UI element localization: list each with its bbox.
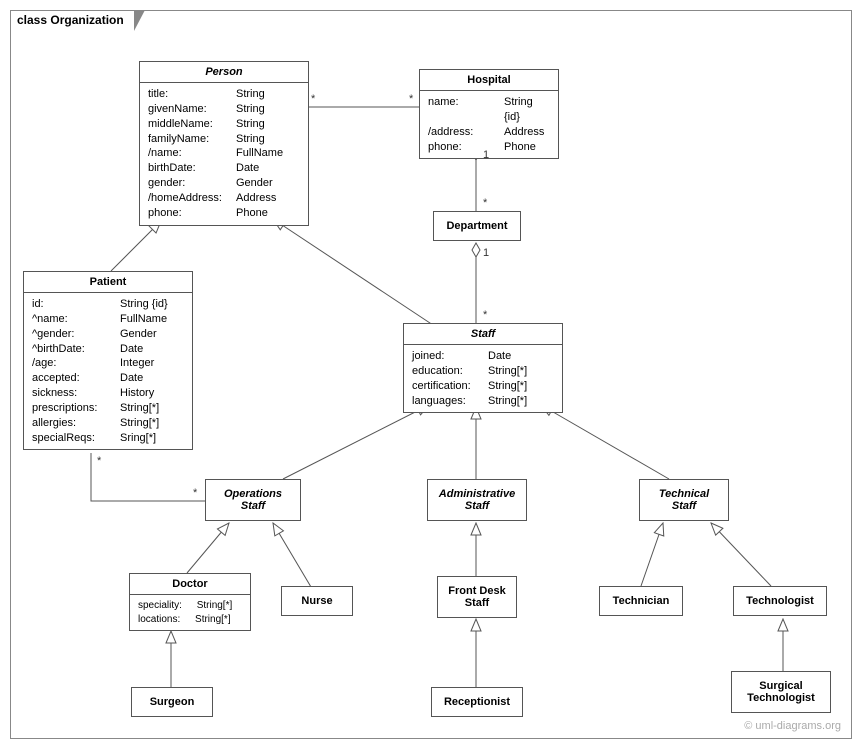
mult-hospital-dept-bottom: * xyxy=(483,197,487,209)
class-technical-staff: TechnicalStaff xyxy=(639,479,729,521)
uml-frame: class Organization xyxy=(10,10,852,739)
class-surgical-technologist: SurgicalTechnologist xyxy=(731,671,831,713)
mult-dept-staff-bottom: * xyxy=(483,309,487,321)
mult-person-hospital-left: * xyxy=(311,93,315,105)
class-technician: Technician xyxy=(599,586,683,616)
class-receptionist: Receptionist xyxy=(431,687,523,717)
class-administrative-staff: AdministrativeStaff xyxy=(427,479,527,521)
watermark-text: © uml-diagrams.org xyxy=(744,720,841,732)
class-operations-staff: OperationsStaff xyxy=(205,479,301,521)
mult-person-hospital-right: * xyxy=(409,93,413,105)
class-title-staff: Staff xyxy=(404,324,562,345)
class-patient: Patient id:String {id} ^name:FullName ^g… xyxy=(23,271,193,450)
mult-hospital-dept-top: 1 xyxy=(483,149,489,161)
class-title-hospital: Hospital xyxy=(420,70,558,91)
class-body-patient: id:String {id} ^name:FullName ^gender:Ge… xyxy=(24,293,192,449)
class-title-person: Person xyxy=(140,62,308,83)
class-body-person: title:String givenName:String middleName… xyxy=(140,83,308,225)
class-doctor: Doctor speciality: String[*] locations: … xyxy=(129,573,251,631)
class-body-doctor: speciality: String[*] locations: String[… xyxy=(130,595,250,630)
mult-patient-ops-left: * xyxy=(97,455,101,467)
class-body-staff: joined:Date education:String[*] certific… xyxy=(404,345,562,412)
mult-patient-ops-right: * xyxy=(193,487,197,499)
class-staff: Staff joined:Date education:String[*] ce… xyxy=(403,323,563,413)
class-title-doctor: Doctor xyxy=(130,574,250,595)
frame-label: class Organization xyxy=(10,10,135,29)
class-technologist: Technologist xyxy=(733,586,827,616)
class-department: Department xyxy=(433,211,521,241)
frame-label-text: class Organization xyxy=(17,13,124,27)
class-surgeon: Surgeon xyxy=(131,687,213,717)
class-title-patient: Patient xyxy=(24,272,192,293)
class-nurse: Nurse xyxy=(281,586,353,616)
class-hospital: Hospital name:String {id} /address:Addre… xyxy=(419,69,559,159)
class-front-desk-staff: Front DeskStaff xyxy=(437,576,517,618)
class-person: Person title:String givenName:String mid… xyxy=(139,61,309,226)
mult-dept-staff-top: 1 xyxy=(483,247,489,259)
